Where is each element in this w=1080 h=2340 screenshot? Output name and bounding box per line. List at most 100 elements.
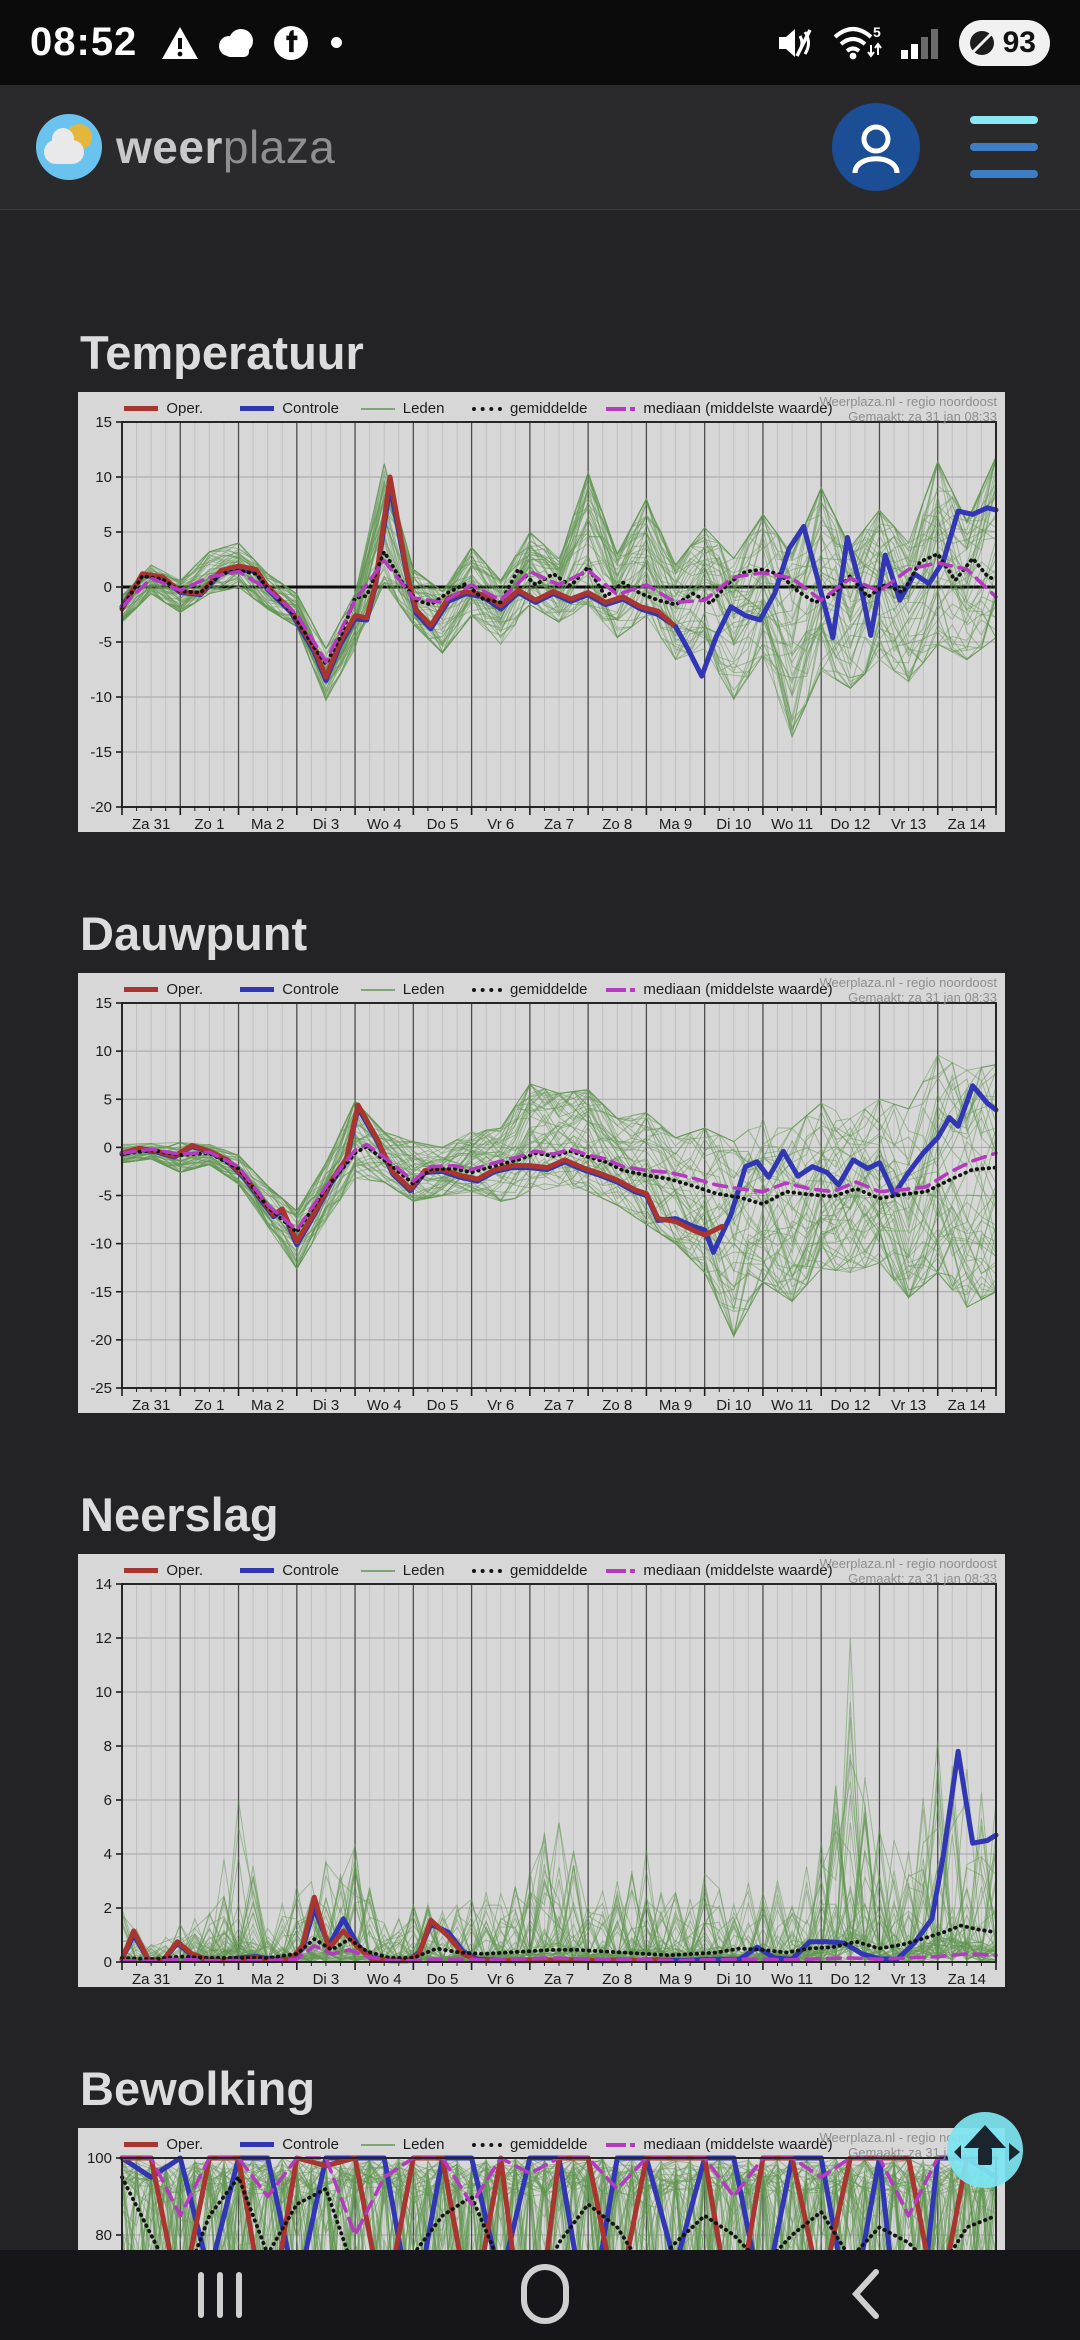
svg-text:Vr 6: Vr 6 [487, 1397, 514, 1413]
home-button[interactable] [512, 2255, 578, 2336]
facebook-icon [274, 25, 309, 60]
svg-text:Ma 2: Ma 2 [251, 1397, 284, 1413]
app-header: weerplaza [0, 85, 1080, 210]
svg-text:Do 5: Do 5 [427, 1971, 459, 1987]
section-title: Temperatuur [80, 326, 364, 379]
svg-text:Za 31: Za 31 [132, 816, 170, 832]
svg-text:Do 5: Do 5 [427, 1397, 459, 1413]
svg-text:Wo 4: Wo 4 [367, 1397, 402, 1413]
svg-text:12: 12 [95, 1630, 112, 1647]
svg-text:14: 14 [95, 1576, 112, 1593]
svg-text:Wo 11: Wo 11 [771, 816, 813, 832]
brand-text: weerplaza [116, 120, 335, 174]
svg-text:Ma 9: Ma 9 [659, 816, 692, 832]
svg-text:Di 10: Di 10 [716, 816, 751, 832]
svg-text:Di 10: Di 10 [716, 1971, 751, 1987]
cloud-icon [219, 28, 254, 57]
chart-plot: 15 10 5 0 -5 -10 -15 -20 Za 31 Zo 1 Ma 2 Di 3 Wo 4 Do… [78, 392, 1005, 832]
brand-plaza: plaza [222, 121, 336, 173]
svg-text:Zo 1: Zo 1 [194, 1397, 224, 1413]
recents-button[interactable] [190, 2264, 250, 2326]
chart-plot: 14 12 10 8 6 4 2 0 Za 31 Zo 1 Ma 2 Di 3 Wo 4 Do 5 Vr 6… [78, 1554, 1005, 1987]
svg-text:Zo 1: Zo 1 [194, 1971, 224, 1987]
svg-text:Wo 11: Wo 11 [771, 1397, 813, 1413]
svg-text:Do 12: Do 12 [830, 1971, 870, 1987]
svg-text:Ma 2: Ma 2 [251, 1971, 284, 1987]
svg-text:Vr 13: Vr 13 [891, 1397, 926, 1413]
hamburger-menu-button[interactable] [964, 110, 1044, 184]
svg-text:0: 0 [104, 1139, 112, 1156]
svg-text:Ma 2: Ma 2 [251, 816, 284, 832]
svg-text:Za 31: Za 31 [132, 1397, 170, 1413]
svg-text:5: 5 [873, 24, 881, 40]
header-actions [832, 103, 1044, 191]
profile-button[interactable] [832, 103, 920, 191]
status-time: 08:52 [30, 20, 138, 64]
section-title: Neerslag [80, 1488, 279, 1541]
section-dauwpunt: Dauwpunt 15 10 5 0 -5 -10 -15 -20 -25 Za 31 Zo 1 Ma… [0, 907, 1080, 1413]
chart-plot: 15 10 5 0 -5 -10 -15 -20 -25 Za 31 Zo 1 Ma 2 Di 3 Wo … [78, 973, 1005, 1413]
section-neerslag: Neerslag 14 12 10 8 6 4 2 0 Za 31 Zo 1 Ma 2 Di 3 Wo … [0, 1488, 1080, 1987]
back-chevron-icon [851, 2268, 879, 2319]
svg-text:-5: -5 [99, 1188, 112, 1205]
svg-text:Ma 9: Ma 9 [659, 1397, 692, 1413]
menu-bar-icon [970, 143, 1038, 151]
svg-text:Za 7: Za 7 [544, 1397, 574, 1413]
brand-weer: weer [116, 121, 223, 173]
svg-text:15: 15 [95, 995, 112, 1012]
svg-text:-5: -5 [99, 634, 112, 651]
wifi5-icon: 5 [833, 24, 882, 59]
svg-text:-15: -15 [90, 1284, 112, 1301]
home-icon [521, 2263, 569, 2324]
svg-text:Za 7: Za 7 [544, 816, 574, 832]
back-button[interactable] [840, 2258, 890, 2333]
svg-text:Wo 4: Wo 4 [367, 1971, 402, 1987]
svg-text:5: 5 [104, 1091, 112, 1108]
svg-text:Za 14: Za 14 [948, 1397, 986, 1413]
section-title: Bewolking [80, 2062, 316, 2115]
svg-text:100: 100 [87, 2150, 112, 2167]
svg-text:Zo 8: Zo 8 [602, 816, 632, 832]
svg-text:5: 5 [104, 524, 112, 541]
svg-text:-10: -10 [90, 689, 112, 706]
svg-text:Wo 4: Wo 4 [367, 816, 402, 832]
svg-text:2: 2 [104, 1900, 112, 1917]
svg-text:-15: -15 [90, 744, 112, 761]
svg-text:15: 15 [95, 414, 112, 431]
svg-text:-10: -10 [90, 1236, 112, 1253]
svg-text:Di 3: Di 3 [313, 1971, 340, 1987]
scroll-to-top-button[interactable] [947, 2112, 1023, 2188]
svg-text:Za 31: Za 31 [132, 1971, 170, 1987]
status-bar: 08:52 [0, 0, 1080, 85]
svg-text:Do 5: Do 5 [427, 816, 459, 832]
weerplaza-logo-icon [36, 114, 102, 180]
svg-text:6: 6 [104, 1792, 112, 1809]
signal-icon [900, 28, 938, 59]
page-content[interactable]: Temperatuur 15 10 5 0 -5 -10 -15 -20 Za 31 Zo 1 Ma… [0, 210, 1080, 2340]
svg-text:Za 14: Za 14 [948, 816, 986, 832]
svg-text:Vr 6: Vr 6 [487, 816, 514, 832]
svg-text:Vr 6: Vr 6 [487, 1971, 514, 1987]
status-bar-left: 08:52 [30, 20, 343, 65]
neerslag-ensemble-chart: 14 12 10 8 6 4 2 0 Za 31 Zo 1 Ma 2 Di 3 Wo 4 Do 5 Vr 6… [78, 1554, 1005, 1987]
svg-text:Za 7: Za 7 [544, 1971, 574, 1987]
svg-text:Do 12: Do 12 [830, 1397, 870, 1413]
notification-dot [331, 37, 343, 48]
svg-text:80: 80 [95, 2227, 112, 2244]
svg-text:10: 10 [95, 469, 112, 486]
status-bar-right: 5 93 [775, 19, 1050, 66]
svg-text:Di 3: Di 3 [313, 1397, 340, 1413]
svg-text:8: 8 [104, 1738, 112, 1755]
person-icon [852, 124, 900, 174]
warning-icon [162, 26, 199, 59]
app-logo[interactable]: weerplaza [36, 114, 335, 180]
svg-text:Di 3: Di 3 [313, 816, 340, 832]
svg-text:Za 14: Za 14 [948, 1971, 986, 1987]
svg-text:Vr 13: Vr 13 [891, 816, 926, 832]
svg-text:10: 10 [95, 1684, 112, 1701]
section-title: Dauwpunt [80, 907, 308, 960]
svg-text:10: 10 [95, 1043, 112, 1060]
cloud-icon [44, 128, 84, 164]
svg-text:Ma 9: Ma 9 [659, 1971, 692, 1987]
